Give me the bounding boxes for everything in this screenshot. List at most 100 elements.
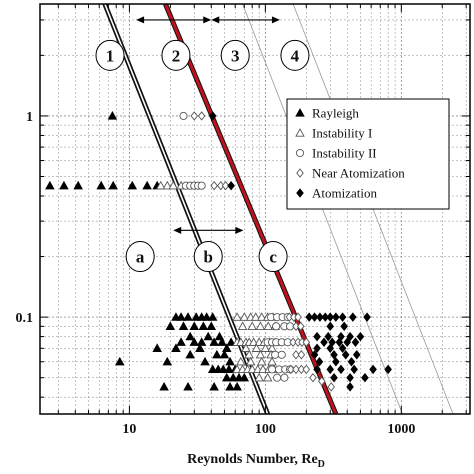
data-point: [247, 321, 257, 330]
data-point: [218, 364, 229, 374]
region-label-circle: [161, 39, 191, 71]
data-point: [324, 331, 333, 342]
data-point: [335, 337, 344, 347]
data-point: [251, 343, 262, 352]
annotation-layer: 1 2 3 4 a b c: [95, 39, 310, 273]
data-point: [302, 337, 311, 347]
data-point: [244, 349, 254, 359]
data-point: [349, 312, 357, 322]
legend-entry: Instability I: [312, 126, 372, 141]
data-point: [272, 322, 281, 331]
region-label-circle: [193, 241, 223, 273]
data-point: [363, 312, 371, 322]
data-point: [217, 337, 227, 346]
data-point: [321, 312, 330, 322]
data-point: [316, 312, 324, 322]
region-label-b: b: [203, 248, 212, 267]
data-point: [292, 350, 300, 360]
legend-entry: Rayleigh: [312, 106, 359, 121]
data-point: [155, 180, 166, 190]
legend-marker: [295, 148, 305, 158]
data-point: [313, 331, 321, 342]
data-point: [343, 337, 351, 347]
legend: Rayleigh Instability I Instability II Near …: [286, 98, 450, 210]
data-point: [219, 349, 230, 359]
data-point: [330, 350, 338, 360]
data-point: [221, 343, 232, 352]
legend-entry: Near Atomization: [312, 166, 405, 181]
data-point: [251, 312, 261, 321]
data-point: [226, 337, 236, 346]
data-point: [171, 343, 181, 352]
data-point: [332, 312, 340, 322]
data-point: [162, 180, 173, 190]
data-point: [197, 181, 206, 190]
data-point: [313, 364, 321, 375]
legend-marker: [296, 188, 304, 198]
data-point: [152, 343, 162, 352]
data-point: [332, 357, 340, 367]
data-point: [297, 350, 306, 360]
data-point: [142, 180, 152, 190]
data-point: [340, 321, 348, 332]
data-point: [326, 364, 335, 375]
data-point: [185, 331, 195, 341]
data-point: [200, 356, 210, 366]
data-point: [162, 356, 173, 366]
data-point: [326, 321, 335, 332]
data-point: [115, 356, 125, 366]
data-point: [258, 364, 268, 374]
data-point: [214, 331, 225, 341]
data-point: [168, 180, 178, 190]
data-point: [267, 343, 277, 352]
data-point: [384, 364, 392, 375]
data-point: [318, 376, 326, 386]
legend-box: [286, 98, 450, 210]
data-point: [337, 364, 345, 375]
data-point: [159, 381, 169, 391]
data-point: [236, 356, 246, 366]
data-point: [313, 343, 321, 354]
data-point: [268, 365, 277, 374]
series-atomization: [208, 111, 392, 392]
data-point: [302, 364, 311, 375]
data-point: [247, 364, 257, 374]
region-label-3: 3: [231, 46, 240, 65]
data-point: [107, 111, 118, 120]
data-point: [326, 343, 335, 354]
data-point: [297, 364, 306, 375]
x-tick-label: 100: [255, 422, 276, 437]
region-label-circle: [220, 39, 250, 71]
data-point: [356, 331, 365, 342]
region-label-1: 1: [106, 46, 115, 65]
region-label-circle: [95, 39, 125, 71]
legend-entry: Instability II: [312, 146, 377, 161]
data-point: [176, 312, 186, 321]
range-arrow-head-right: [235, 226, 244, 234]
y-tick-label: 0.1: [16, 311, 34, 326]
data-point: [346, 372, 354, 383]
point-layer: [45, 111, 392, 392]
data-point: [212, 349, 222, 359]
legend-marker: [296, 168, 304, 178]
data-point: [208, 111, 217, 121]
data-point: [330, 372, 338, 383]
data-point: [255, 349, 266, 359]
region-label-4: 4: [291, 46, 300, 65]
data-point: [45, 180, 55, 190]
series-instability-i: [155, 180, 280, 382]
data-point: [195, 343, 205, 352]
data-point: [262, 372, 273, 382]
data-point: [346, 382, 354, 392]
data-point: [315, 357, 324, 367]
data-point: [310, 350, 319, 360]
data-point: [350, 364, 358, 375]
data-point: [338, 312, 347, 322]
data-point: [327, 382, 335, 392]
data-point: [196, 337, 207, 346]
data-point: [255, 321, 266, 330]
data-point: [271, 350, 280, 359]
data-point: [254, 372, 264, 382]
data-point: [263, 321, 274, 330]
